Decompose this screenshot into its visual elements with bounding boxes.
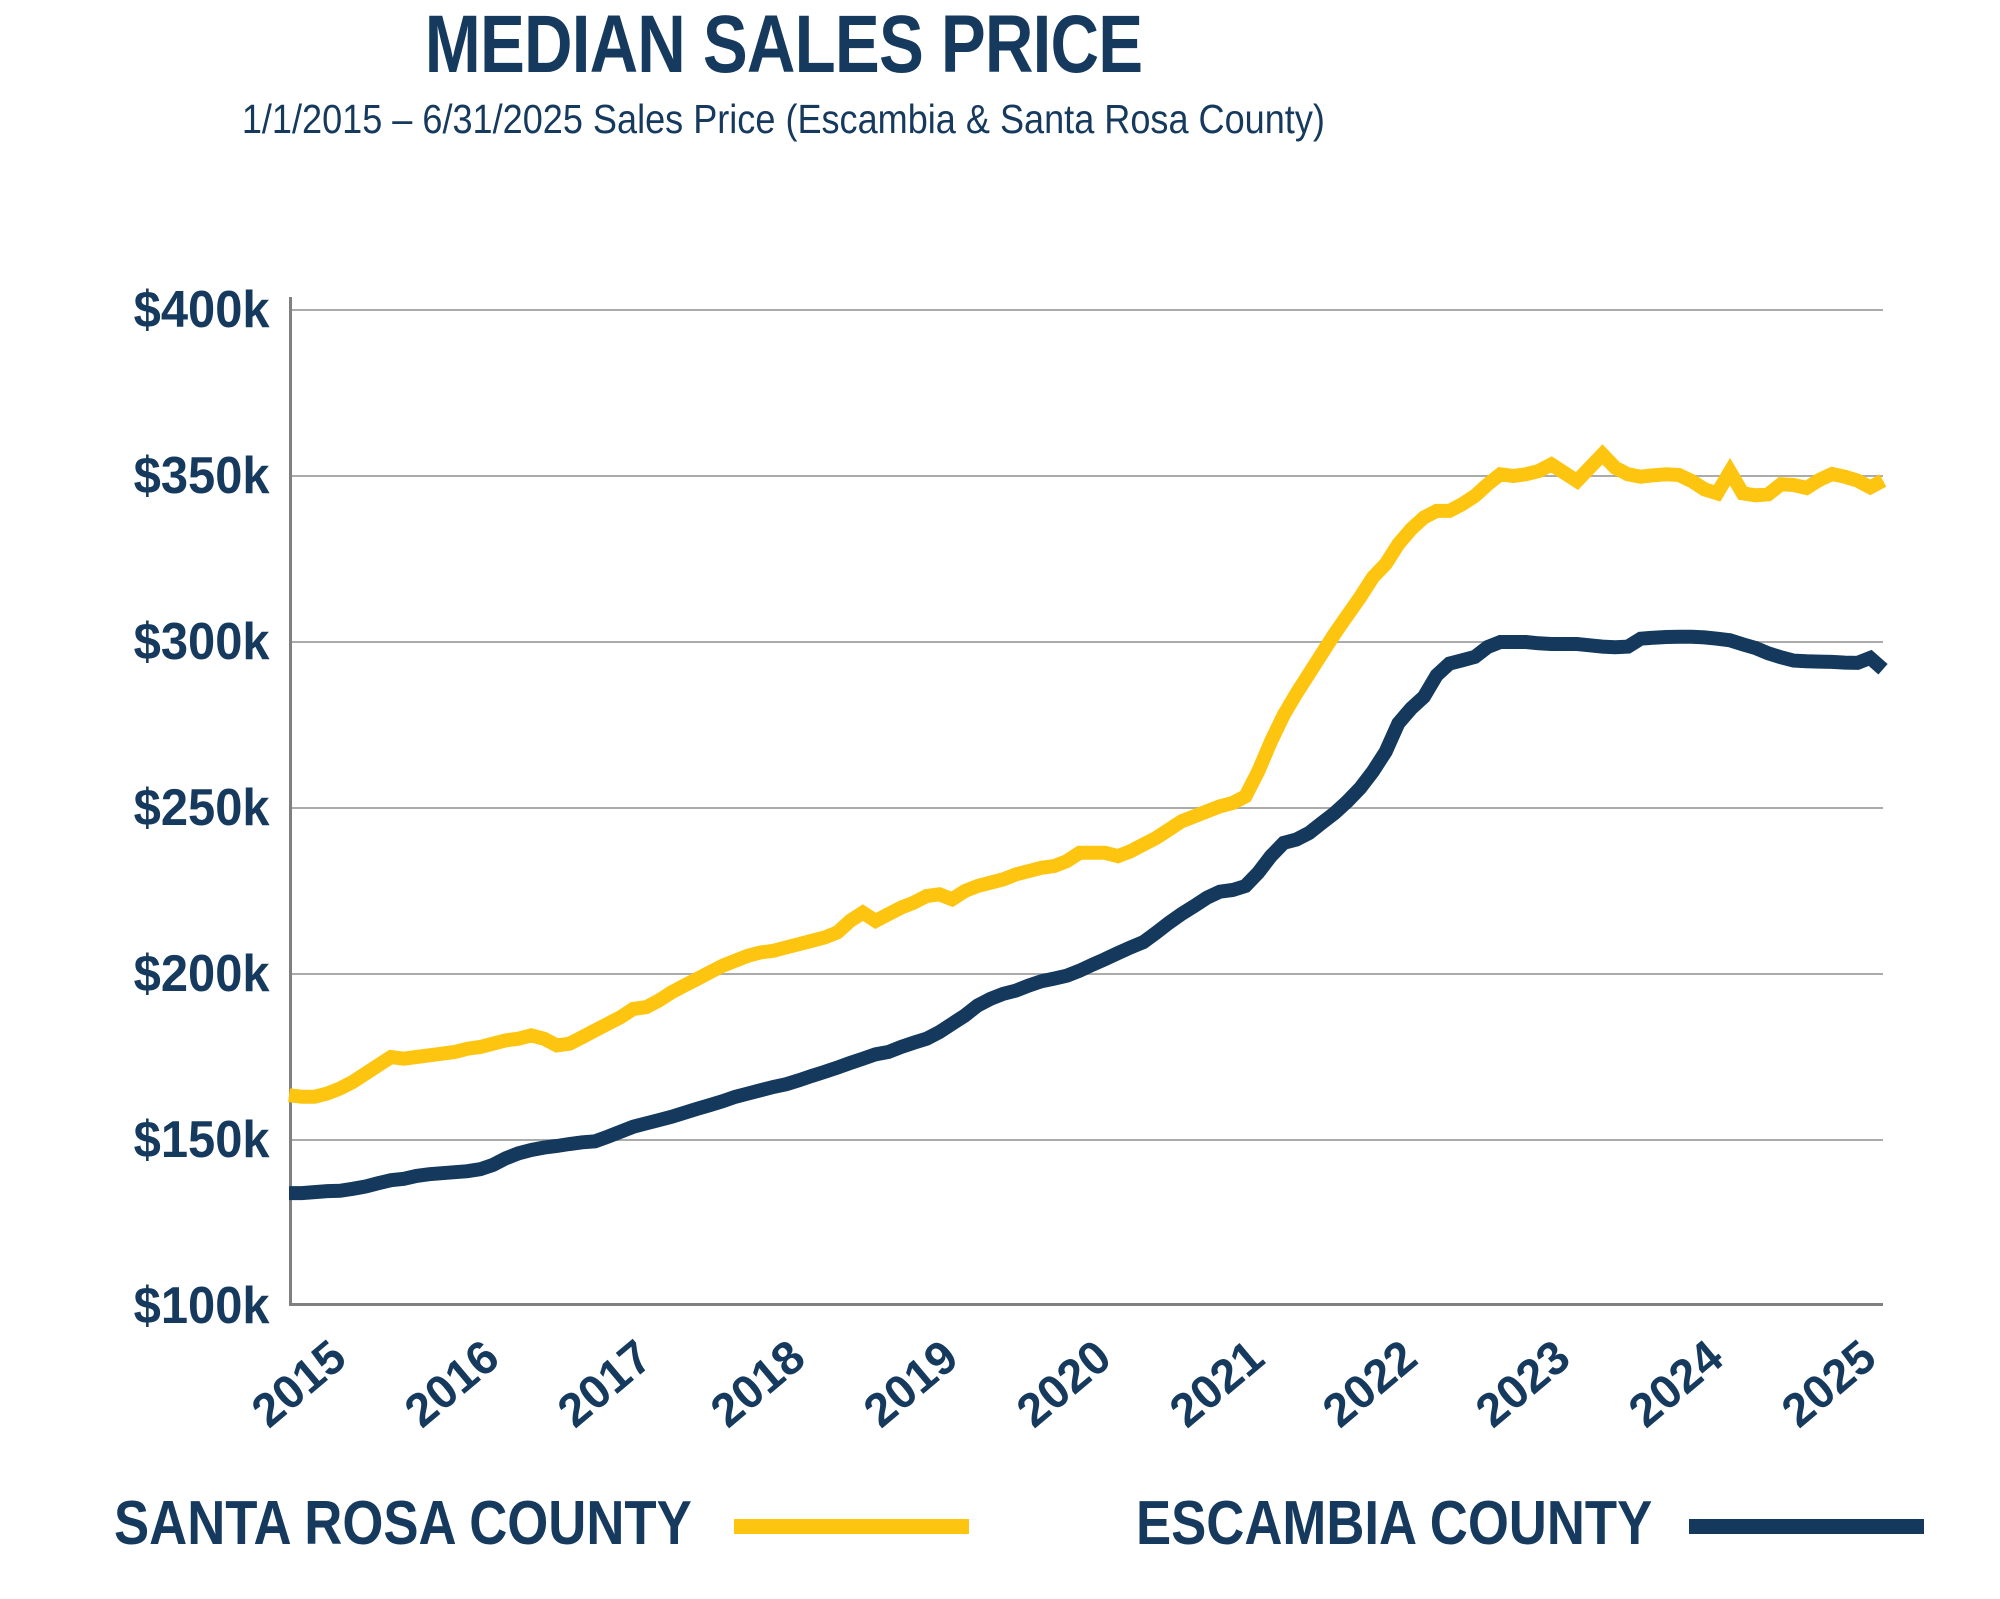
legend-label-escambia: ESCAMBIA COUNTY [1136,1489,1653,1558]
x-axis-label-2019: 2019 [853,1329,968,1438]
y-axis-label-300k: $300k [134,613,270,671]
series-line-santa-rosa-county [288,444,1887,1104]
chart-plot [288,297,1888,1306]
page-title-text: MEDIAN SALES PRICE [424,0,1142,90]
y-axis-label-400k: $400k [134,281,270,339]
legend-swatch-escambia [1689,1518,1925,1534]
legend-label-santa-rosa: SANTA ROSA COUNTY [114,1489,692,1558]
x-axis-label-2016: 2016 [394,1329,509,1438]
x-axis-label-2023: 2023 [1465,1329,1580,1438]
x-axis-label-2020: 2020 [1006,1329,1121,1438]
legend-item-escambia: ESCAMBIA COUNTY [1136,1489,1925,1558]
y-axis-label-200k: $200k [134,945,270,1003]
chart-header: MEDIAN SALES PRICE 1/1/2015 – 6/31/2025 … [0,0,1566,143]
x-axis-label-2022: 2022 [1312,1329,1427,1438]
chart-legend: SANTA ROSA COUNTY ESCAMBIA COUNTY [0,1492,2000,1556]
y-axis-label-250k: $250k [134,779,270,837]
x-axis-label-2025: 2025 [1771,1329,1886,1438]
x-axis-label-2021: 2021 [1159,1329,1274,1438]
page-subtitle-text: 1/1/2015 – 6/31/2025 Sales Price (Escamb… [241,96,1325,142]
gridlines [289,309,1883,1141]
y-axis-label-100k: $100k [134,1277,270,1335]
x-axis-label-2018: 2018 [700,1329,815,1438]
legend-item-santa-rosa: SANTA ROSA COUNTY [114,1492,969,1556]
y-axis-label-350k: $350k [134,447,270,505]
page-subtitle: 1/1/2015 – 6/31/2025 Sales Price (Escamb… [0,96,1566,143]
y-axis-label-150k: $150k [134,1111,270,1169]
x-axis-label-2015: 2015 [241,1329,356,1438]
page-title: MEDIAN SALES PRICE [0,4,1566,86]
series-line-escambia-county [289,629,1888,1201]
legend-swatch-santa-rosa [733,1518,969,1534]
x-axis-label-2024: 2024 [1618,1329,1733,1438]
x-axis-label-2017: 2017 [547,1329,662,1438]
